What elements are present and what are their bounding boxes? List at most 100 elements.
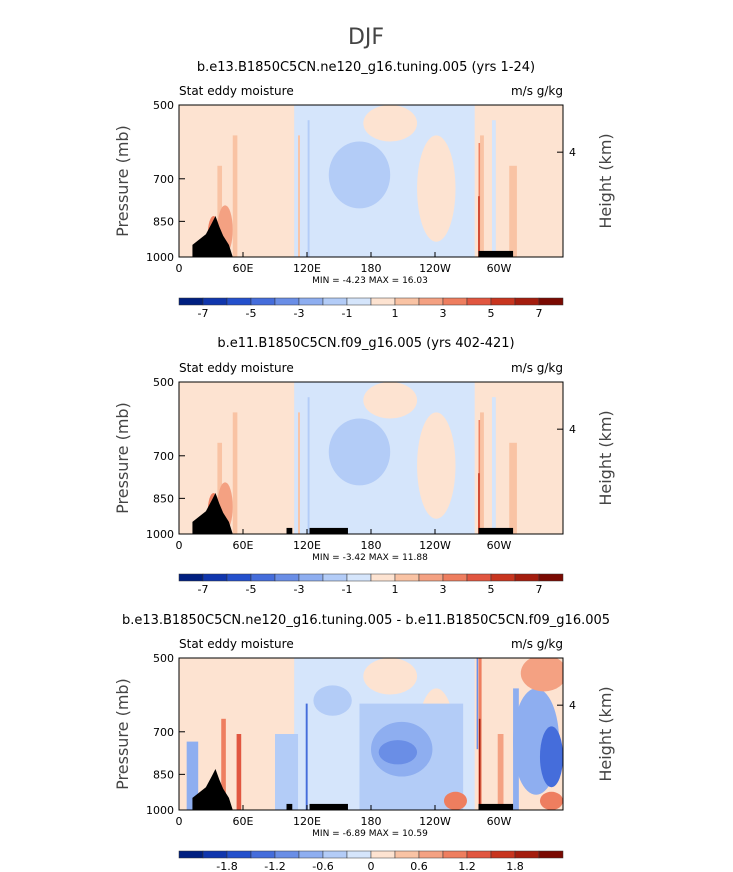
- colorbar-swatch: [178, 297, 204, 306]
- colorbar-swatch: [178, 573, 204, 582]
- contour-band: [307, 397, 310, 534]
- x-tick-label: 180: [361, 815, 382, 828]
- colorbar-swatch: [394, 850, 420, 859]
- y-axis-title: Pressure (mb): [113, 402, 132, 514]
- colorbar-swatch: [370, 573, 396, 582]
- colorbar-swatch: [538, 850, 564, 859]
- y-tick-label: 1000: [146, 528, 174, 541]
- colorbar-swatch: [322, 850, 348, 859]
- contour-region: [417, 412, 456, 519]
- contour-band: [298, 135, 300, 257]
- colorbar-swatch: [418, 850, 444, 859]
- colorbar-swatch: [202, 573, 228, 582]
- colorbar-label: 5: [488, 307, 495, 320]
- y-axis-title: Pressure (mb): [113, 678, 132, 790]
- colorbar: -1.8 -1.2 -0.6 0 0.6 1.2 1.8: [178, 850, 564, 872]
- y-axis-title-right: Height (km): [596, 686, 615, 781]
- panel-title: b.e11.B1850C5CN.f09_g16.005 (yrs 402-421…: [217, 336, 514, 351]
- y-axis-title-right: Height (km): [596, 133, 615, 228]
- x-tick-label: 60W: [487, 815, 512, 828]
- stats-label: MIN = -3.42 MAX = 11.88: [312, 553, 428, 563]
- x-tick-label: 180: [361, 262, 382, 275]
- x-tick-label: 120W: [419, 262, 451, 275]
- colorbar-swatch: [466, 850, 492, 859]
- contour-region: [328, 418, 391, 486]
- y-tick-label: 700: [153, 726, 174, 739]
- contour-band: [480, 412, 484, 534]
- contour-band: [298, 412, 300, 534]
- colorbar-label: 0: [368, 860, 375, 872]
- colorbar-swatch: [418, 297, 444, 306]
- stats-label: MIN = -4.23 MAX = 16.03: [312, 276, 428, 286]
- x-tick-label: 60E: [233, 815, 254, 828]
- x-tick-label: 120W: [419, 815, 451, 828]
- colorbar-swatch: [346, 850, 372, 859]
- colorbar-swatch: [298, 850, 324, 859]
- x-tick-label: 120E: [293, 262, 321, 275]
- contour-band: [232, 412, 238, 534]
- colorbar-swatch: [298, 573, 324, 582]
- contour-band: [221, 718, 226, 810]
- colorbar-label: 3: [440, 307, 447, 320]
- colorbar-label: 0.6: [410, 860, 428, 872]
- y-tick-label: 1000: [146, 251, 174, 264]
- x-tick-label: 60W: [487, 539, 512, 552]
- colorbar-label: -1: [342, 583, 353, 596]
- contour-band: [232, 135, 238, 257]
- colorbar-swatch: [178, 850, 204, 859]
- colorbar-swatch: [466, 573, 492, 582]
- x-tick-label: 0: [176, 262, 183, 275]
- contour-region: [363, 105, 418, 142]
- y-tick-label: 500: [153, 99, 174, 112]
- contour-band: [478, 473, 480, 534]
- colorbar-swatch: [538, 573, 564, 582]
- colorbar-swatch: [202, 850, 228, 859]
- colorbar-label: -5: [246, 583, 257, 596]
- panel-title: b.e13.B1850C5CN.ne120_g16.tuning.005 (yr…: [197, 60, 535, 75]
- contour-band: [478, 718, 481, 810]
- colorbar-label: -3: [294, 583, 305, 596]
- land-mask: [192, 215, 514, 257]
- colorbar-swatch: [514, 850, 540, 859]
- contour-band: [186, 741, 199, 810]
- y-axis-title-right: Height (km): [596, 410, 615, 505]
- colorbar-swatch: [490, 573, 516, 582]
- y-tick-label: 500: [153, 376, 174, 389]
- colorbar-swatch: [514, 573, 540, 582]
- field-label: Stat eddy moisture: [179, 84, 294, 98]
- contour-region: [520, 658, 563, 692]
- colorbar-label: 7: [536, 583, 543, 596]
- x-tick-label: 60E: [233, 539, 254, 552]
- colorbar-swatch: [202, 297, 228, 306]
- colorbar-swatch: [418, 573, 444, 582]
- contour-region: [363, 658, 418, 695]
- units-label: m/s g/kg: [511, 637, 563, 651]
- colorbar-swatch: [466, 297, 492, 306]
- y-tick-label: 1000: [146, 804, 174, 817]
- colorbar-label: -7: [198, 307, 209, 320]
- right-tick-label: 4: [569, 699, 576, 712]
- colorbar-swatch: [394, 297, 420, 306]
- page-title: DJF: [348, 25, 384, 50]
- colorbar-swatch: [442, 573, 468, 582]
- field-label: Stat eddy moisture: [179, 637, 294, 651]
- panel-1: b.e13.B1850C5CN.ne120_g16.tuning.005 (yr…: [113, 60, 615, 320]
- colorbar-swatch: [298, 297, 324, 306]
- contour-field: [179, 658, 563, 810]
- contour-band: [217, 165, 223, 257]
- colorbar-swatch: [274, 297, 300, 306]
- x-tick-label: 60E: [233, 262, 254, 275]
- contour-region: [443, 791, 468, 810]
- colorbar-swatch: [322, 573, 348, 582]
- colorbar-swatch: [346, 297, 372, 306]
- colorbar-label: 7: [536, 307, 543, 320]
- land-asia: [192, 215, 233, 257]
- colorbar-label: 1.2: [458, 860, 476, 872]
- colorbar-swatch: [442, 297, 468, 306]
- contour-band: [478, 196, 480, 257]
- contour-band: [513, 688, 519, 810]
- land-maritime: [309, 803, 348, 810]
- land-south-america: [478, 250, 514, 257]
- colorbar-swatch: [274, 573, 300, 582]
- colorbar-label: -1.2: [264, 860, 285, 872]
